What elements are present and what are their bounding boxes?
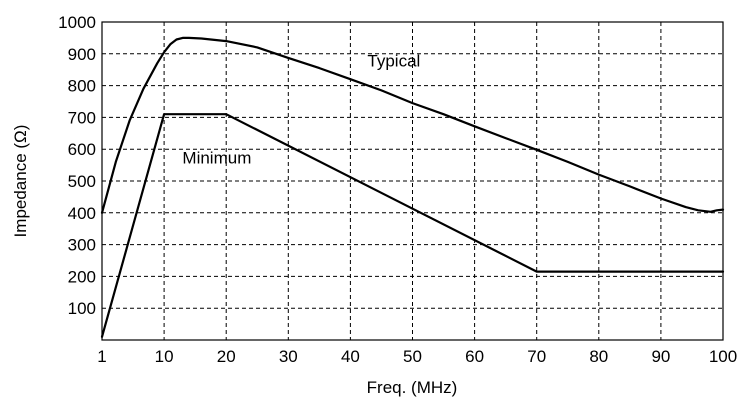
x-tick-label: 1 bbox=[97, 347, 106, 366]
x-tick-label: 10 bbox=[155, 347, 174, 366]
annotation-minimum: Minimum bbox=[182, 149, 251, 168]
y-tick-label: 1000 bbox=[58, 13, 96, 32]
x-tick-label: 100 bbox=[709, 347, 737, 366]
x-tick-label: 60 bbox=[465, 347, 484, 366]
series-group bbox=[100, 36, 725, 338]
x-tick-label: 30 bbox=[279, 347, 298, 366]
x-tick-label: 50 bbox=[403, 347, 422, 366]
x-tick-label: 20 bbox=[217, 347, 236, 366]
y-tick-label: 500 bbox=[68, 172, 96, 191]
series-line-typical bbox=[100, 36, 725, 214]
x-tick-label: 80 bbox=[589, 347, 608, 366]
y-tick-label: 100 bbox=[68, 299, 96, 318]
x-axis-title: Freq. (MHz) bbox=[367, 378, 458, 397]
x-tick-label: 40 bbox=[341, 347, 360, 366]
x-tick-label: 70 bbox=[527, 347, 546, 366]
plot-frame bbox=[101, 21, 724, 341]
y-tick-labels: 100 200 300 400 500 600 700 800 900 1000 bbox=[58, 13, 96, 318]
x-tick-labels: 1 10 20 30 40 50 60 70 80 90 100 bbox=[97, 347, 737, 366]
y-tick-label: 400 bbox=[68, 204, 96, 223]
y-tick-label: 900 bbox=[68, 45, 96, 64]
y-tick-label: 300 bbox=[68, 236, 96, 255]
series-line-minimum bbox=[100, 113, 725, 338]
annotations: Typical Minimum bbox=[182, 52, 420, 168]
grid bbox=[102, 22, 723, 340]
y-tick-label: 700 bbox=[68, 108, 96, 127]
x-tick-label: 90 bbox=[651, 347, 670, 366]
y-tick-label: 200 bbox=[68, 267, 96, 286]
y-axis-title: Impedance (Ω) bbox=[11, 125, 30, 238]
y-tick-label: 600 bbox=[68, 140, 96, 159]
annotation-typical: Typical bbox=[367, 52, 420, 71]
y-tick-label: 800 bbox=[68, 77, 96, 96]
